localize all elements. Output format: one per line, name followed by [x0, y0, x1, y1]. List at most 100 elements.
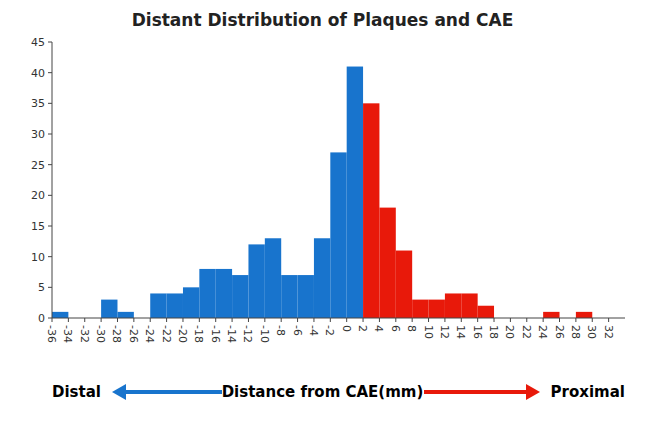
x-tick	[101, 318, 102, 322]
y-tick-label: 15	[31, 220, 45, 233]
background	[0, 0, 645, 425]
arrow-shaft	[424, 390, 532, 394]
x-tick-label: -4	[307, 325, 320, 336]
bar	[429, 300, 445, 318]
bar	[232, 275, 248, 318]
y-tick	[48, 164, 52, 165]
y-tick	[48, 72, 52, 73]
x-tick-label: 28	[569, 325, 582, 339]
bar	[183, 287, 199, 318]
x-tick	[281, 318, 282, 322]
bar	[265, 238, 281, 318]
y-tick	[48, 256, 52, 257]
x-tick	[510, 318, 511, 322]
arrow	[112, 384, 222, 400]
x-tick	[215, 318, 216, 322]
arrow-head	[526, 384, 540, 400]
x-tick	[608, 318, 609, 322]
x-tick	[52, 318, 53, 322]
y-tick-label: 40	[31, 67, 45, 80]
x-tick	[232, 318, 233, 322]
y-tick-label: 20	[31, 189, 45, 202]
x-tick	[264, 318, 265, 322]
x-tick-label: 26	[553, 325, 566, 339]
x-tick-label: 20	[503, 325, 516, 339]
annotation: Distal	[52, 383, 101, 401]
y-tick	[48, 103, 52, 104]
x-tick-label: -22	[160, 325, 173, 343]
bar	[363, 103, 379, 318]
y-axis: 051015202530354045	[31, 36, 52, 325]
bar	[412, 300, 428, 318]
bar	[117, 312, 133, 318]
arrow	[424, 384, 540, 400]
x-tick-label: -28	[110, 325, 123, 343]
x-tick	[297, 318, 298, 322]
x-tick-label: 18	[487, 325, 500, 339]
x-tick	[84, 318, 85, 322]
bar	[396, 251, 412, 318]
x-tick	[68, 318, 69, 322]
x-tick	[150, 318, 151, 322]
bar	[281, 275, 297, 318]
bar	[101, 300, 117, 318]
x-tick-label: 4	[372, 325, 385, 332]
x-tick	[313, 318, 314, 322]
x-tick	[346, 318, 347, 322]
y-axis-line	[52, 42, 53, 318]
x-tick-label: 8	[405, 325, 418, 332]
x-tick	[559, 318, 560, 322]
y-tick-label: 45	[31, 36, 45, 49]
bar	[478, 306, 494, 318]
bar	[543, 312, 559, 318]
x-tick-label: 16	[471, 325, 484, 339]
x-axis-label: Distance from CAE(mm)	[222, 383, 424, 401]
bar	[52, 312, 68, 318]
x-tick-label: 0	[340, 325, 353, 332]
y-tick-label: 30	[31, 128, 45, 141]
x-tick	[133, 318, 134, 322]
x-axis: -36-34-32-30-28-26-24-22-20-18-16-14-12-…	[45, 318, 615, 343]
bar	[199, 269, 215, 318]
x-tick-label: 12	[438, 325, 451, 339]
x-tick-label: 30	[585, 325, 598, 339]
x-tick-label: -20	[176, 325, 189, 343]
y-tick	[48, 134, 52, 135]
x-tick	[248, 318, 249, 322]
bar	[167, 293, 183, 318]
y-tick	[48, 226, 52, 227]
y-tick-label: 0	[38, 312, 45, 325]
x-tick	[592, 318, 593, 322]
arrow-head	[112, 384, 126, 400]
x-axis-line	[52, 318, 625, 319]
x-tick	[379, 318, 380, 322]
x-tick	[412, 318, 413, 322]
y-tick-label: 5	[38, 281, 45, 294]
x-tick	[395, 318, 396, 322]
x-tick-label: -2	[323, 325, 336, 336]
x-tick	[444, 318, 445, 322]
y-tick	[48, 195, 52, 196]
x-tick	[526, 318, 527, 322]
x-tick-label: -36	[45, 325, 58, 343]
bar	[347, 67, 363, 318]
x-tick-label: -24	[143, 325, 156, 343]
title: Distant Distribution of Plaques and CAE	[132, 10, 514, 30]
x-tick	[477, 318, 478, 322]
y-tick-label: 25	[31, 159, 45, 172]
bar	[150, 293, 166, 318]
x-tick-label: -6	[291, 325, 304, 336]
x-tick-label: -32	[78, 325, 91, 343]
x-tick	[428, 318, 429, 322]
x-tick-label: 14	[454, 325, 467, 339]
x-tick	[461, 318, 462, 322]
x-tick	[166, 318, 167, 322]
x-tick-label: -12	[241, 325, 254, 343]
bar	[576, 312, 592, 318]
bar	[461, 293, 477, 318]
bars	[52, 67, 592, 318]
x-tick-label: -34	[61, 325, 74, 343]
arrow-shaft	[120, 390, 222, 394]
bar	[379, 208, 395, 318]
bar	[314, 238, 330, 318]
